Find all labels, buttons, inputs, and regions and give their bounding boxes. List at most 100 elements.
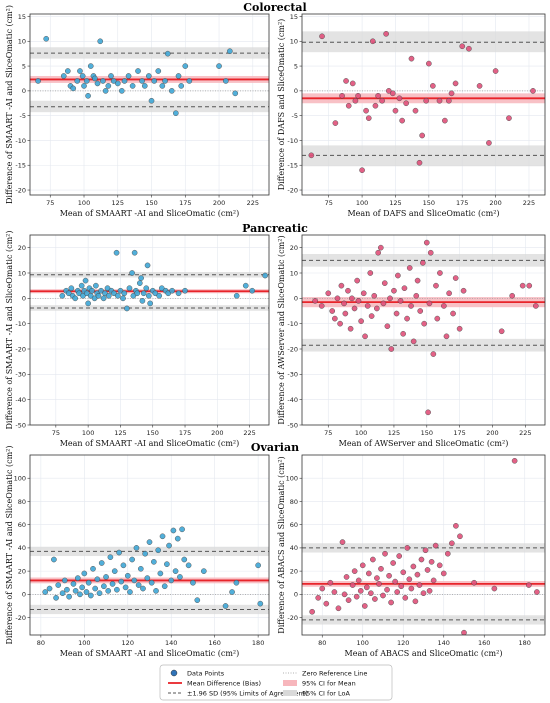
data-point [116, 549, 122, 556]
data-point [133, 545, 140, 551]
data-point [369, 38, 376, 45]
y-tick-label: -15 [15, 162, 26, 170]
data-point [78, 282, 85, 289]
section-title-pancreatic: Pancreatic [242, 222, 308, 235]
y-tick-label: -15 [287, 162, 298, 170]
data-point [461, 629, 467, 635]
data-point [368, 590, 374, 597]
data-point [182, 63, 189, 69]
y-tick-label: -5 [292, 112, 298, 120]
data-point [491, 585, 498, 592]
data-point [400, 330, 406, 337]
legend: Data Points Zero Reference Line Mean Diffe… [159, 664, 393, 701]
x-tick-label: 120 [397, 639, 409, 647]
data-point [419, 132, 426, 139]
x-tick-label: 180 [519, 639, 531, 647]
data-point [371, 292, 378, 299]
data-point [375, 92, 381, 99]
data-point [331, 589, 338, 595]
y-tick-label: -20 [287, 614, 298, 622]
y-axis-label: Difference of SMAART -AI and SliceOmatic… [5, 5, 14, 204]
data-point [381, 280, 388, 286]
data-point [363, 584, 370, 591]
data-point [96, 590, 103, 597]
legend-item-loa: ±1.96 SD (95% Limits of Agreement) [168, 689, 308, 697]
data-point [74, 78, 81, 84]
y-tick-label: 0 [22, 87, 26, 95]
x-axis-label: Mean of SMAART -AI and SliceOmatic (cm²) [60, 209, 240, 218]
chart-panel-6: 80 100 120 140 160 180 -20 0 20 40 60 80 100 Mean of … [277, 454, 546, 658]
data-point [392, 107, 399, 114]
legend-label: ±1.96 SD (95% Limits of Agreement) [187, 689, 308, 697]
data-point [120, 295, 126, 302]
data-point [355, 298, 362, 304]
data-point [379, 97, 385, 104]
data-point [159, 83, 166, 89]
data-point [422, 547, 429, 554]
data-point [364, 303, 371, 309]
data-point [233, 579, 240, 586]
legend-label: 95% CI for LoA [302, 689, 351, 697]
data-point [434, 315, 441, 322]
x-tick-label: 200 [211, 429, 223, 437]
y-tick-label: 60 [18, 521, 26, 529]
x-tick-label: 175 [179, 429, 191, 437]
data-point [140, 585, 146, 592]
y-tick-label: -20 [15, 614, 26, 622]
data-point [85, 300, 91, 307]
data-point [449, 540, 455, 547]
data-point [81, 570, 88, 577]
data-point [378, 565, 384, 572]
data-point [327, 579, 334, 586]
chart-panel-5: 80 100 120 140 160 180 -20 0 20 40 60 80 100 Mean of … [5, 446, 270, 658]
x-tick-label: 100 [355, 429, 367, 437]
data-point [216, 63, 222, 69]
data-point [384, 323, 391, 330]
legend-box [159, 664, 393, 701]
y-tick-label: -20 [287, 186, 298, 194]
data-point [406, 265, 413, 271]
data-point [53, 594, 59, 601]
data-point [122, 584, 129, 591]
data-point [506, 115, 512, 121]
data-point [398, 583, 405, 590]
data-point [325, 290, 332, 297]
plot-frame [301, 454, 546, 636]
data-point [424, 567, 431, 573]
data-point [59, 590, 66, 597]
data-point [380, 592, 386, 599]
data-point [179, 526, 185, 533]
data-point [416, 159, 423, 166]
data-point [181, 556, 188, 563]
legend-label: Mean Difference (Bias) [187, 679, 261, 687]
data-point [423, 239, 430, 246]
data-point [121, 290, 128, 297]
y-tick-label: 80 [290, 498, 298, 506]
data-point [315, 594, 322, 601]
data-point [100, 295, 107, 302]
x-tick-label: 175 [456, 199, 468, 207]
plot-frame [29, 234, 270, 426]
data-point [446, 290, 452, 297]
legend-item-ci-mean: 95% CI for Mean [283, 679, 356, 687]
data-point [146, 539, 153, 545]
data-point [365, 570, 372, 577]
data-point [232, 90, 239, 97]
data-point [385, 88, 392, 94]
data-point [68, 285, 75, 292]
data-point [387, 295, 393, 302]
data-point [414, 571, 421, 578]
data-point [90, 565, 96, 572]
y-tick-label: -50 [287, 421, 298, 429]
data-point [351, 568, 358, 574]
data-point [145, 73, 152, 79]
data-point [452, 80, 459, 87]
y-tick-label: 20 [290, 244, 298, 252]
x-tick-label: 75 [52, 429, 60, 437]
data-point [131, 577, 138, 584]
data-point [121, 78, 128, 84]
y-tick-label: -40 [15, 396, 26, 404]
y-tick-label: -10 [287, 320, 298, 328]
data-point [186, 78, 193, 84]
data-point [141, 83, 148, 89]
